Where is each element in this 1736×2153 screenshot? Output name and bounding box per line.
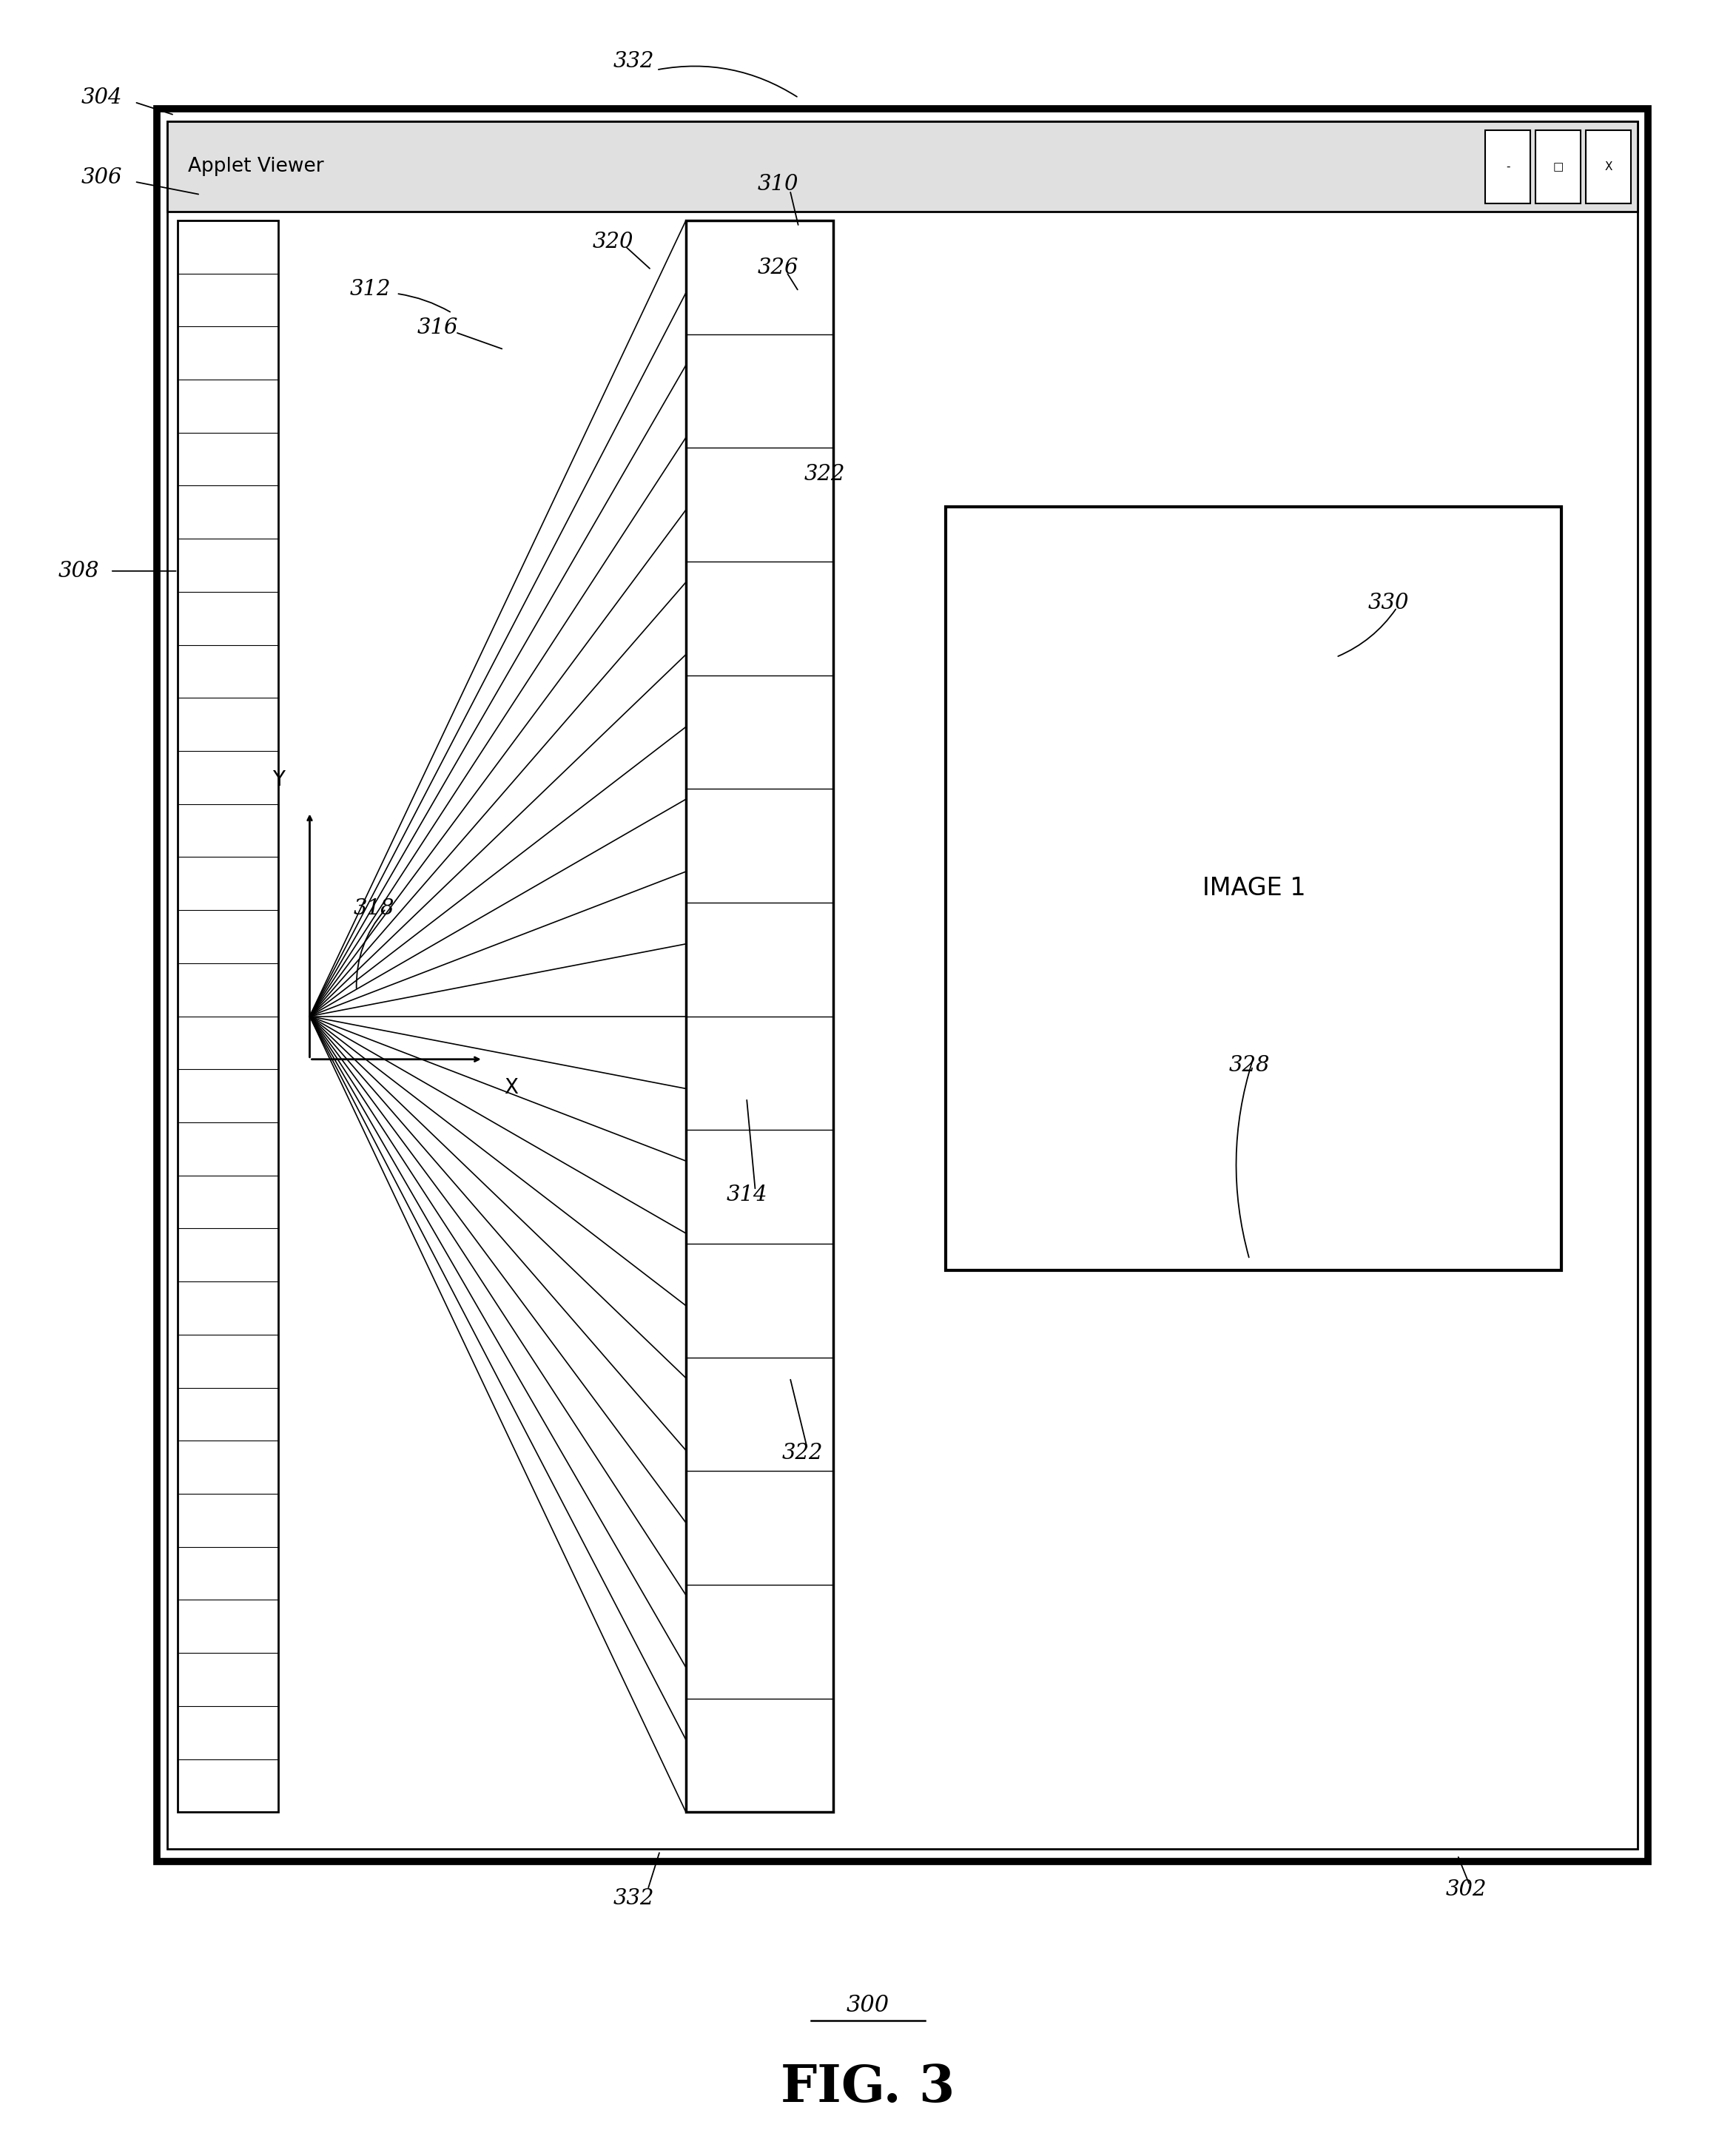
Text: 316: 316: [417, 319, 458, 338]
Text: 332: 332: [613, 52, 654, 71]
Text: 306: 306: [82, 168, 122, 187]
Bar: [167, 121, 1637, 1849]
Text: FIG. 3: FIG. 3: [781, 2063, 955, 2112]
Text: 320: 320: [592, 233, 634, 252]
Text: X: X: [503, 1076, 517, 1098]
Text: 302: 302: [1446, 1880, 1486, 1899]
Bar: [1587, 129, 1630, 202]
Text: 300: 300: [847, 1994, 889, 2017]
Text: 322: 322: [804, 463, 845, 484]
Text: -: -: [1505, 161, 1510, 172]
Text: □: □: [1552, 161, 1564, 172]
Bar: [946, 506, 1562, 1270]
Text: Applet Viewer: Applet Viewer: [187, 157, 325, 177]
Text: 322: 322: [781, 1443, 823, 1464]
Bar: [167, 121, 1637, 211]
Text: 318: 318: [354, 898, 394, 919]
Text: 312: 312: [351, 280, 391, 299]
Bar: [686, 220, 833, 1813]
Text: X: X: [1604, 161, 1613, 172]
Text: 332: 332: [613, 1888, 654, 1908]
Bar: [156, 108, 1647, 1862]
Bar: [1536, 129, 1581, 202]
Text: 326: 326: [757, 258, 799, 278]
Text: 328: 328: [1229, 1055, 1271, 1076]
Text: 314: 314: [726, 1184, 767, 1206]
Text: 310: 310: [757, 174, 799, 194]
Bar: [1486, 129, 1531, 202]
Bar: [177, 220, 278, 1813]
Text: Y: Y: [273, 771, 285, 790]
Text: 308: 308: [59, 560, 99, 581]
Text: IMAGE 1: IMAGE 1: [1201, 876, 1305, 900]
Text: 330: 330: [1368, 592, 1408, 614]
Text: 304: 304: [82, 88, 122, 108]
